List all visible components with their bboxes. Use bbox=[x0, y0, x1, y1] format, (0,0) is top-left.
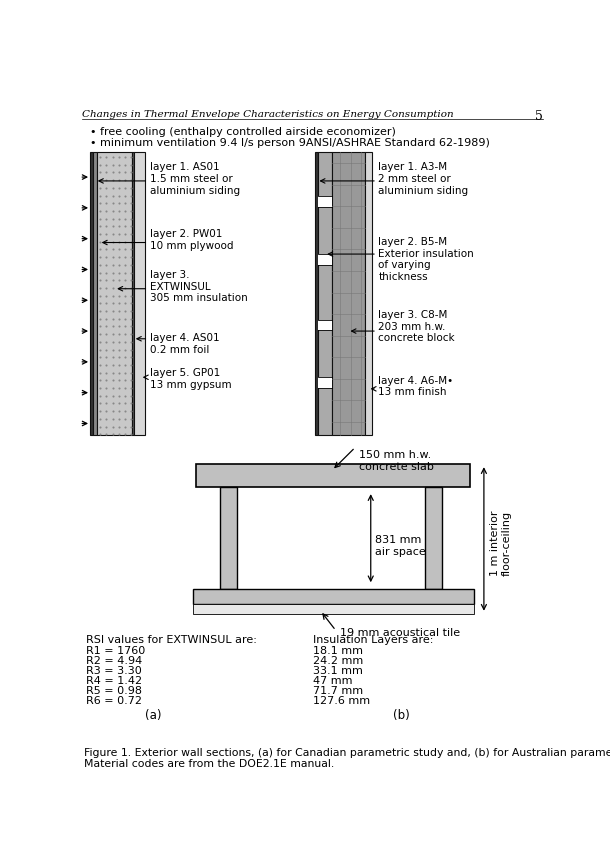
Text: R3 = 3.30: R3 = 3.30 bbox=[85, 666, 142, 676]
Bar bbox=[318, 197, 332, 207]
Text: (b): (b) bbox=[393, 709, 410, 722]
Bar bbox=[134, 152, 145, 435]
Bar bbox=[318, 320, 332, 330]
Text: layer 2. B5-M
Exterior insulation
of varying
thickness: layer 2. B5-M Exterior insulation of var… bbox=[378, 237, 474, 282]
Text: layer 3. C8-M
203 mm h.w.
concrete block: layer 3. C8-M 203 mm h.w. concrete block bbox=[378, 310, 455, 344]
Text: layer 1. AS01
1.5 mm steel or
aluminium siding: layer 1. AS01 1.5 mm steel or aluminium … bbox=[150, 163, 240, 196]
Bar bbox=[90, 152, 93, 435]
Text: 33.1 mm: 33.1 mm bbox=[312, 666, 362, 676]
Text: Changes in Thermal Envelope Characteristics on Energy Consumption: Changes in Thermal Envelope Characterist… bbox=[82, 110, 454, 120]
Text: layer 1. A3-M
2 mm steel or
aluminium siding: layer 1. A3-M 2 mm steel or aluminium si… bbox=[378, 163, 468, 196]
Text: R1 = 1760: R1 = 1760 bbox=[85, 646, 145, 656]
Text: 24.2 mm: 24.2 mm bbox=[312, 656, 363, 666]
Bar bbox=[318, 254, 332, 265]
Text: 1 m interior
floor-ceiling: 1 m interior floor-ceiling bbox=[490, 510, 512, 576]
Bar bbox=[93, 152, 97, 435]
Bar bbox=[97, 152, 132, 435]
Bar bbox=[193, 589, 474, 604]
Bar bbox=[193, 604, 474, 614]
Bar bbox=[132, 152, 134, 435]
Text: layer 5. GP01
13 mm gypsum: layer 5. GP01 13 mm gypsum bbox=[150, 368, 232, 390]
Bar bbox=[318, 152, 332, 435]
Text: R5 = 0.98: R5 = 0.98 bbox=[85, 686, 142, 696]
Bar bbox=[365, 152, 372, 435]
Text: • minimum ventilation 9.4 l/s person 9ANSI/ASHRAE Standard 62-1989): • minimum ventilation 9.4 l/s person 9AN… bbox=[90, 138, 490, 148]
Text: • free cooling (enthalpy controlled airside economizer): • free cooling (enthalpy controlled airs… bbox=[90, 127, 396, 137]
Text: 5: 5 bbox=[535, 110, 543, 123]
Text: R4 = 1.42: R4 = 1.42 bbox=[85, 676, 142, 686]
Text: RSI values for EXTWINSUL are:: RSI values for EXTWINSUL are: bbox=[85, 636, 256, 645]
Text: layer 2. PW01
10 mm plywood: layer 2. PW01 10 mm plywood bbox=[150, 229, 234, 251]
Bar bbox=[196, 464, 470, 488]
Text: layer 3.
EXTWINSUL
305 mm insulation: layer 3. EXTWINSUL 305 mm insulation bbox=[150, 270, 248, 303]
Text: 831 mm
air space: 831 mm air space bbox=[375, 535, 425, 557]
Text: (a): (a) bbox=[146, 709, 162, 722]
Bar bbox=[220, 488, 237, 589]
Text: layer 4. AS01
0.2 mm foil: layer 4. AS01 0.2 mm foil bbox=[150, 333, 220, 355]
Bar bbox=[315, 152, 318, 435]
Bar bbox=[332, 152, 365, 435]
Text: Figure 1. Exterior wall sections, (a) for Canadian parametric study and, (b) for: Figure 1. Exterior wall sections, (a) fo… bbox=[84, 747, 610, 769]
Text: 19 mm acoustical tile: 19 mm acoustical tile bbox=[340, 628, 460, 637]
Bar bbox=[318, 378, 332, 388]
Text: 18.1 mm: 18.1 mm bbox=[312, 646, 362, 656]
Bar bbox=[425, 488, 442, 589]
Text: 150 mm h.w.
concrete slab: 150 mm h.w. concrete slab bbox=[359, 450, 434, 472]
Text: layer 4. A6-M•
13 mm finish: layer 4. A6-M• 13 mm finish bbox=[378, 376, 454, 397]
Text: R6 = 0.72: R6 = 0.72 bbox=[85, 696, 142, 706]
Text: R2 = 4.94: R2 = 4.94 bbox=[85, 656, 142, 666]
Text: 71.7 mm: 71.7 mm bbox=[312, 686, 363, 696]
Text: 127.6 mm: 127.6 mm bbox=[312, 696, 370, 706]
Text: Insulation Layers are:: Insulation Layers are: bbox=[312, 636, 433, 645]
Text: 47 mm: 47 mm bbox=[312, 676, 352, 686]
